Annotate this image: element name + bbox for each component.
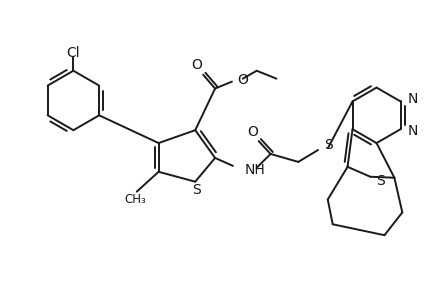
Text: S: S [377, 174, 385, 188]
Text: NH: NH [245, 163, 266, 177]
Text: S: S [192, 183, 201, 197]
Text: N: N [408, 92, 418, 106]
Text: O: O [191, 58, 202, 72]
Text: N: N [408, 124, 418, 138]
Text: O: O [237, 73, 248, 87]
Text: Cl: Cl [67, 46, 80, 60]
Text: O: O [247, 125, 258, 139]
Text: CH₃: CH₃ [124, 193, 146, 206]
Text: S: S [324, 138, 333, 152]
